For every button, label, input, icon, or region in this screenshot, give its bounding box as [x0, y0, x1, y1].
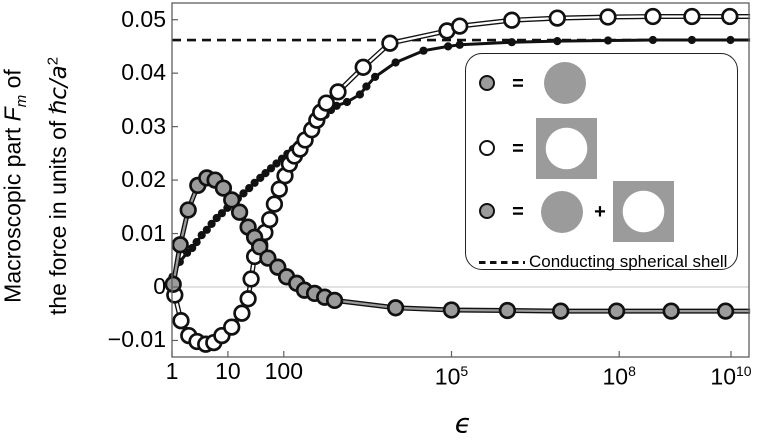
- block-with-hole-icon: [613, 181, 674, 242]
- y-tick-label: 0: [153, 273, 166, 299]
- data-point-marker-sphere-plus-block: [603, 36, 613, 45]
- data-point-marker-sphere: [498, 301, 517, 320]
- data-point-marker-sphere-plus-block: [391, 58, 400, 67]
- data-point-marker-sphere: [325, 291, 344, 310]
- data-point-marker-sphere: [223, 191, 241, 209]
- data-point-marker-sphere: [716, 302, 735, 320]
- data-point-marker-block-with-spherical-cavity: [329, 83, 347, 101]
- data-point-marker-sphere-plus-block: [648, 35, 658, 45]
- y-tick-label: 0.04: [121, 59, 166, 86]
- block-with-hole-icon: [536, 118, 597, 179]
- data-point-marker-block-with-spherical-cavity: [548, 9, 566, 27]
- data-point-marker-sphere-plus-block: [342, 97, 352, 107]
- data-point-marker-sphere-plus-block: [444, 42, 453, 51]
- gray-circle-marker-icon: [479, 203, 495, 219]
- data-point-marker-sphere: [230, 203, 249, 221]
- data-point-marker-sphere-plus-block: [726, 35, 735, 45]
- data-point-marker-block-with-spherical-cavity: [721, 7, 739, 26]
- data-point-marker-sphere: [171, 236, 189, 254]
- x-tick-label: 108: [602, 363, 636, 390]
- data-point-marker-sphere-plus-block: [250, 178, 259, 187]
- data-point-marker-sphere-plus-block: [197, 231, 206, 240]
- data-point-marker-block-with-spherical-cavity: [381, 34, 399, 52]
- data-point-marker-block-with-spherical-cavity: [239, 290, 257, 308]
- data-point-marker-sphere-plus-block: [212, 213, 221, 223]
- gray-circle-marker-icon: [479, 75, 495, 91]
- data-point-marker-sphere-plus-block: [371, 72, 380, 81]
- data-point-marker-sphere-plus-block: [188, 243, 197, 253]
- data-point-marker-sphere-plus-block: [419, 46, 428, 55]
- data-point-marker-sphere: [662, 302, 680, 320]
- data-point-marker-block-with-spherical-cavity: [172, 312, 190, 330]
- data-point-marker-block-with-spherical-cavity: [599, 8, 617, 26]
- x-tick-label: 1010: [710, 363, 752, 390]
- data-point-marker-sphere: [164, 275, 182, 293]
- data-point-marker-sphere-plus-block: [355, 90, 364, 99]
- y-tick-label: 0.02: [121, 166, 166, 193]
- data-point-marker-sphere-plus-block: [202, 225, 211, 234]
- data-point-marker-sphere-plus-block: [507, 38, 516, 47]
- equals-sign: =: [512, 73, 524, 95]
- data-point-marker-block-with-spherical-cavity: [233, 304, 251, 322]
- data-point-marker-sphere: [251, 238, 269, 256]
- data-point-marker-block-with-spherical-cavity: [265, 195, 284, 213]
- data-point-marker-sphere-plus-block: [362, 82, 371, 91]
- data-point-marker-sphere-plus-block: [207, 219, 216, 228]
- data-point-marker-block-with-spherical-cavity: [683, 7, 701, 26]
- data-point-marker-sphere-plus-block: [272, 159, 281, 168]
- x-tick-label: 10: [215, 358, 241, 384]
- data-point-marker-sphere: [552, 302, 570, 320]
- data-point-marker-block-with-spherical-cavity: [644, 7, 662, 26]
- data-point-marker-sphere: [607, 302, 626, 320]
- data-point-marker-sphere-plus-block: [239, 189, 248, 198]
- legend-shell-label: Conducting spherical shell: [529, 252, 728, 271]
- data-point-marker-sphere-plus-block: [261, 169, 270, 178]
- data-point-marker-sphere-plus-block: [266, 164, 276, 173]
- data-point-marker-block-with-spherical-cavity: [354, 58, 372, 76]
- data-point-marker-block-with-spherical-cavity: [317, 94, 335, 112]
- data-point-marker-sphere-plus-block: [245, 184, 254, 193]
- data-point-marker-sphere: [179, 201, 197, 219]
- data-point-marker-sphere-plus-block: [217, 209, 226, 218]
- gray-sphere-icon: [541, 191, 583, 233]
- x-tick-label: 105: [434, 363, 469, 390]
- data-point-marker-block-with-spherical-cavity: [261, 210, 279, 229]
- y-tick-label: 0.01: [121, 219, 166, 246]
- plus-sign: +: [594, 201, 606, 223]
- x-tick-label: 1: [165, 358, 179, 384]
- data-point-marker-sphere: [386, 299, 405, 317]
- data-point-marker-sphere-plus-block: [256, 173, 265, 182]
- data-point-marker-sphere-plus-block: [553, 37, 562, 46]
- y-axis-title-line1: Macroscopic part Fm of: [0, 69, 30, 303]
- white-circle-marker-icon: [479, 140, 495, 156]
- y-tick-label: 0.05: [121, 5, 166, 32]
- data-point-marker-block-with-spherical-cavity: [223, 318, 241, 336]
- y-tick-label: 0.03: [121, 112, 166, 139]
- equals-sign: =: [512, 201, 524, 223]
- x-tick-label: 100: [264, 358, 303, 384]
- dashed-line-icon: [479, 261, 525, 264]
- data-point-marker-block-with-spherical-cavity: [242, 270, 260, 288]
- data-point-marker-block-with-spherical-cavity: [503, 11, 521, 29]
- data-point-marker-block-with-spherical-cavity: [451, 17, 469, 35]
- data-point-marker-sphere-plus-block: [687, 35, 697, 45]
- data-point-marker-sphere: [214, 179, 233, 197]
- legend: = = = + Conducting spherical shell: [465, 53, 738, 271]
- x-axis-title: ϵ: [454, 408, 472, 440]
- gray-sphere-icon: [544, 62, 586, 104]
- data-point-marker-sphere-plus-block: [192, 238, 201, 247]
- y-tick-label: −0.01: [107, 326, 166, 353]
- data-point-marker-sphere-plus-block: [455, 40, 464, 49]
- data-point-marker-sphere: [442, 301, 461, 319]
- equals-sign: =: [512, 138, 524, 160]
